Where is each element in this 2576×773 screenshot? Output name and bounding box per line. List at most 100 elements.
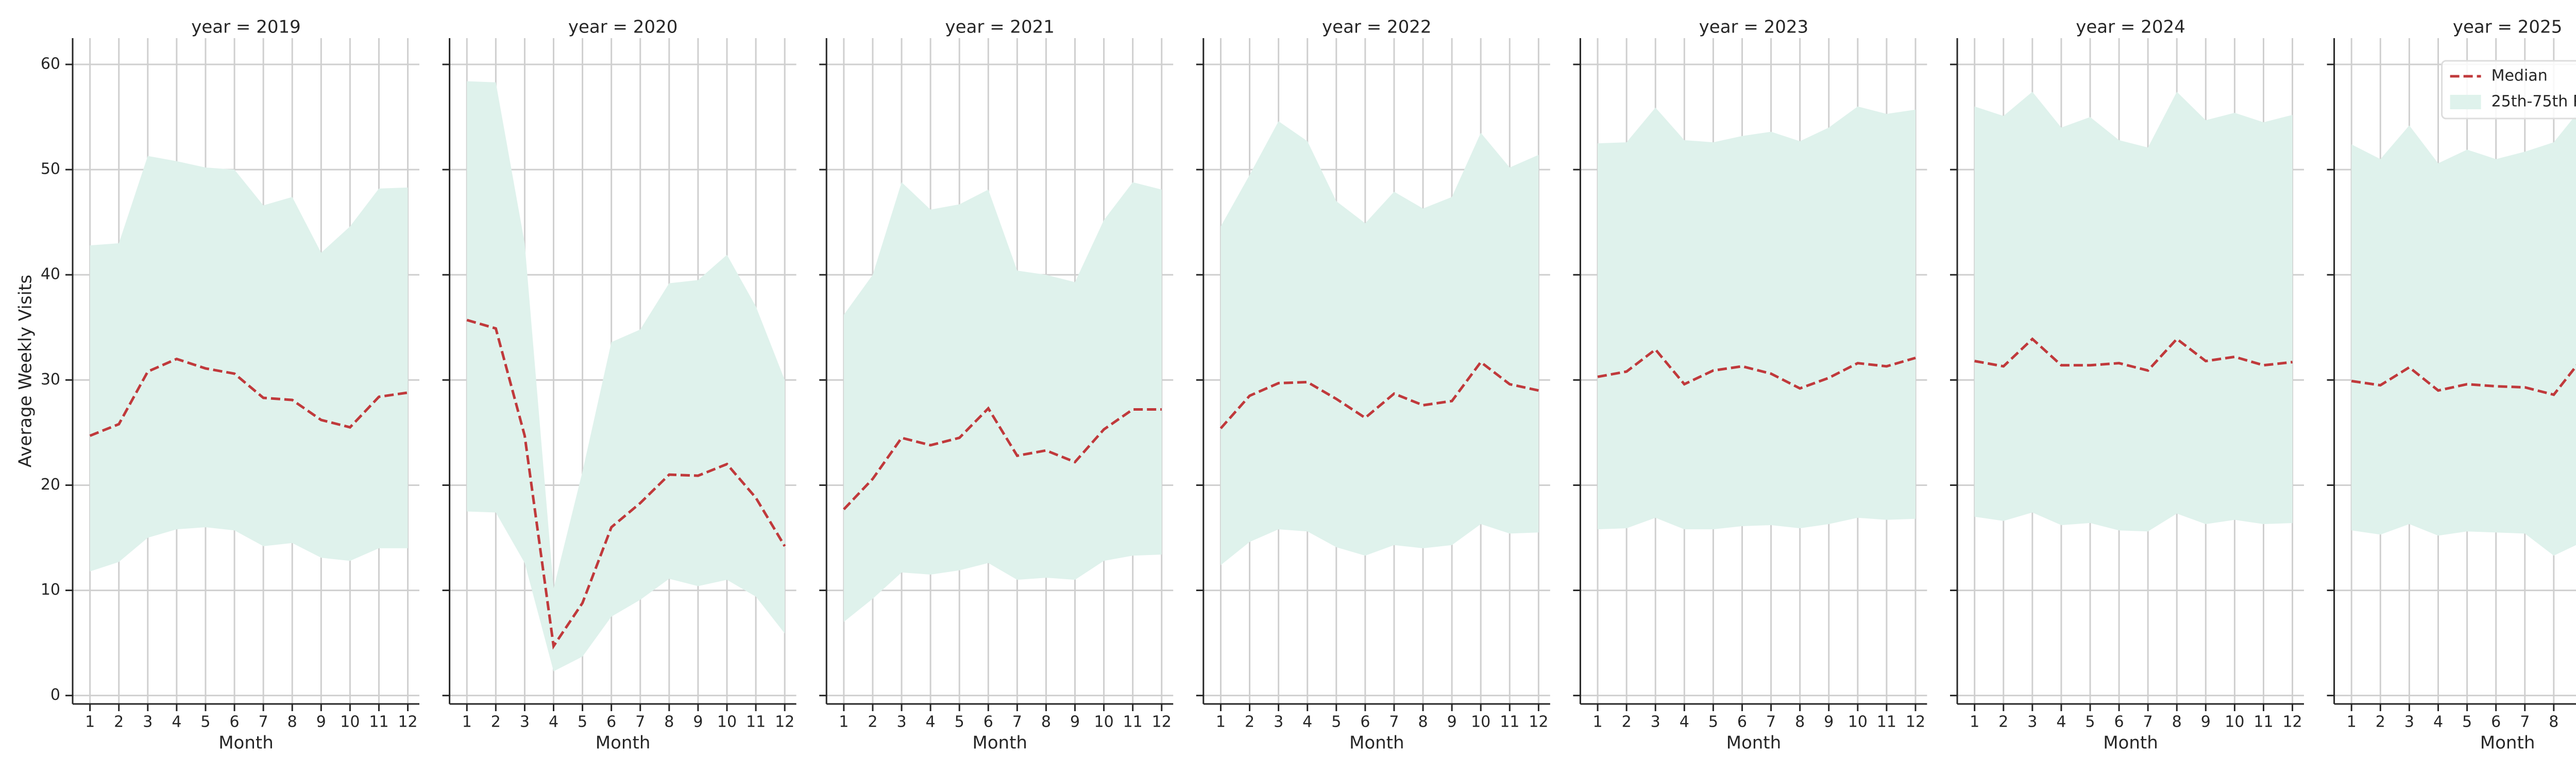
y-axis-label: Average Weekly Visits [15, 275, 36, 467]
x-tick-label: 8 [1795, 713, 1805, 731]
panel-title: year = 2019 [191, 17, 300, 38]
x-tick-label: 11 [2253, 713, 2273, 731]
x-tick-label: 8 [1041, 713, 1051, 731]
x-tick-label: 5 [200, 713, 210, 731]
x-tick-label: 5 [2085, 713, 2095, 731]
x-tick-label: 4 [2056, 713, 2066, 731]
x-tick-label: 3 [143, 713, 152, 731]
x-tick-label: 6 [984, 713, 993, 731]
legend-label: Median [2492, 67, 2548, 85]
x-tick-label: 7 [1012, 713, 1022, 731]
x-tick-label: 1 [1216, 713, 1226, 731]
x-axis-label: Month [1726, 733, 1782, 753]
y-tick-label: 40 [41, 265, 60, 283]
x-tick-label: 7 [1389, 713, 1399, 731]
x-tick-label: 3 [2404, 713, 2414, 731]
panel-title: year = 2024 [2076, 17, 2185, 38]
x-tick-label: 8 [2172, 713, 2182, 731]
median-line [89, 357, 408, 437]
x-tick-label: 5 [955, 713, 964, 731]
legend-label: 25th-75th Percentile [2492, 93, 2576, 111]
x-tick-label: 12 [1152, 713, 1172, 731]
x-tick-label: 11 [746, 713, 766, 731]
x-tick-label: 12 [775, 713, 794, 731]
x-tick-label: 7 [2143, 713, 2153, 731]
x-tick-label: 5 [578, 713, 587, 731]
x-tick-label: 2 [1998, 713, 2008, 731]
x-tick-label: 4 [549, 713, 558, 731]
x-tick-label: 10 [1848, 713, 1868, 731]
x-tick-label: 3 [1274, 713, 1283, 731]
x-tick-label: 9 [2201, 713, 2211, 731]
y-tick-label: 30 [41, 371, 60, 389]
x-tick-label: 9 [1824, 713, 1834, 731]
x-tick-label: 2 [1622, 713, 1632, 731]
x-tick-label: 2 [114, 713, 124, 731]
x-tick-label: 4 [172, 713, 181, 731]
x-tick-label: 6 [1737, 713, 1747, 731]
x-tick-label: 1 [1593, 713, 1603, 731]
x-tick-label: 7 [2520, 713, 2530, 731]
x-tick-label: 3 [1651, 713, 1660, 731]
x-tick-label: 1 [462, 713, 472, 731]
x-tick-label: 3 [2027, 713, 2037, 731]
iqr-band [1221, 121, 1539, 565]
x-axis-label: Month [218, 733, 274, 753]
x-tick-label: 12 [2282, 713, 2302, 731]
panel-title: year = 2025 [2453, 17, 2562, 38]
x-tick-label: 11 [1500, 713, 1519, 731]
panel-title: year = 2021 [945, 17, 1054, 38]
panel-title: year = 2023 [1699, 17, 1808, 38]
x-tick-label: 9 [316, 713, 326, 731]
x-tick-label: 8 [1418, 713, 1428, 731]
x-tick-label: 3 [896, 713, 906, 731]
x-axis-label: Month [972, 733, 1027, 753]
median-line [2351, 364, 2576, 396]
x-tick-label: 10 [717, 713, 737, 731]
x-tick-label: 4 [1302, 713, 1312, 731]
iqr-band [467, 81, 785, 671]
median-line [1974, 337, 2293, 372]
x-tick-label: 11 [1877, 713, 1896, 731]
x-tick-label: 8 [664, 713, 674, 731]
x-tick-label: 6 [2114, 713, 2124, 731]
median-line [1219, 360, 1539, 429]
x-tick-label: 7 [259, 713, 268, 731]
x-tick-label: 4 [2433, 713, 2443, 731]
x-tick-label: 3 [520, 713, 530, 731]
x-tick-label: 10 [2225, 713, 2244, 731]
x-tick-label: 10 [1471, 713, 1490, 731]
x-tick-label: 5 [2462, 713, 2472, 731]
y-tick-label: 20 [41, 476, 60, 494]
y-tick-label: 60 [41, 55, 60, 73]
x-tick-label: 5 [1331, 713, 1341, 731]
x-tick-label: 6 [1360, 713, 1370, 731]
x-axis-label: Month [596, 733, 651, 753]
x-tick-label: 1 [85, 713, 95, 731]
x-tick-label: 2 [1245, 713, 1255, 731]
x-tick-label: 1 [839, 713, 849, 731]
x-tick-label: 5 [1708, 713, 1718, 731]
iqr-band [1598, 106, 1916, 530]
x-tick-label: 6 [2491, 713, 2501, 731]
x-tick-label: 11 [369, 713, 388, 731]
x-tick-label: 8 [287, 713, 297, 731]
x-tick-label: 4 [1680, 713, 1689, 731]
x-tick-label: 2 [491, 713, 501, 731]
x-tick-label: 2 [868, 713, 877, 731]
x-tick-label: 12 [1906, 713, 1925, 731]
x-tick-label: 4 [926, 713, 936, 731]
x-tick-label: 7 [635, 713, 645, 731]
x-tick-label: 6 [606, 713, 616, 731]
x-tick-label: 10 [1094, 713, 1114, 731]
panel-title: year = 2022 [1322, 17, 1431, 38]
y-tick-label: 50 [41, 160, 60, 178]
x-tick-label: 2 [2376, 713, 2385, 731]
x-axis-label: Month [1349, 733, 1404, 753]
median-line [466, 318, 786, 650]
iqr-band [2351, 114, 2576, 556]
x-tick-label: 12 [398, 713, 417, 731]
median-line [1597, 347, 1916, 390]
